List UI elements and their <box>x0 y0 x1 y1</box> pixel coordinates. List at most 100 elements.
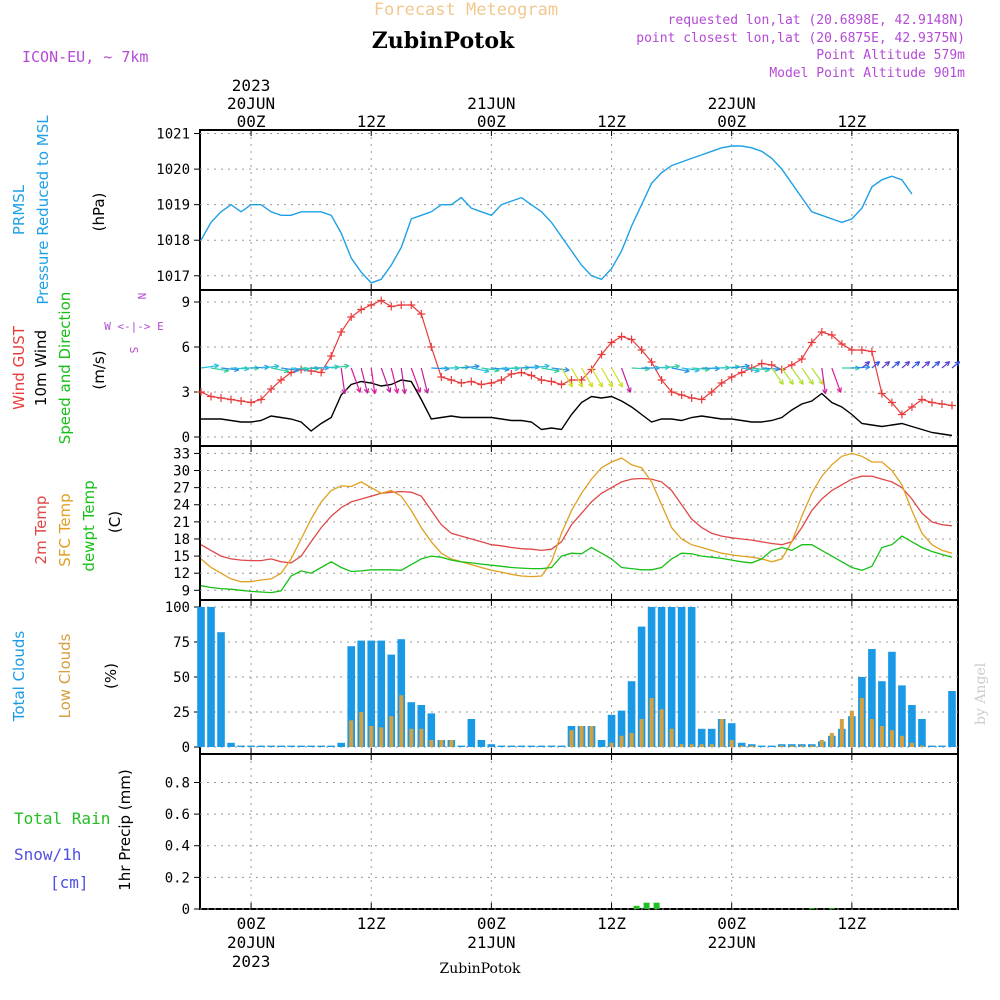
wind-direction-arrow <box>551 367 570 371</box>
gust-label: Wind GUST <box>10 325 28 410</box>
model-label: ICON-EU, ~ 7km <box>22 48 148 66</box>
wind-direction-arrow <box>601 367 614 388</box>
gust-marker <box>687 394 696 402</box>
low-cloud-bar <box>919 745 924 747</box>
wind-arrow-head <box>904 360 911 367</box>
plot-layer <box>197 145 961 910</box>
time-label-bottom: 22JUN <box>708 933 756 952</box>
compass-south: S <box>127 347 140 354</box>
gust-marker <box>237 397 246 405</box>
snow-unit-label: [cm] <box>50 873 89 892</box>
gust-marker <box>407 301 416 309</box>
gust-marker <box>247 398 256 407</box>
total-cloud-bar <box>197 607 205 747</box>
wind-direction-arrow <box>291 367 310 371</box>
y-tick-label: 0.4 <box>165 839 190 855</box>
low-cloud-bar <box>359 712 364 747</box>
y-tick-label: 100 <box>165 600 190 616</box>
wind-direction-arrow <box>340 367 346 394</box>
total-cloud-bar <box>537 745 546 747</box>
wind-arrow-head <box>788 379 794 385</box>
total-cloud-bar <box>367 640 376 747</box>
low-cloud-bar <box>699 744 704 747</box>
wind-direction-arrow <box>931 361 941 369</box>
total-cloud-bar <box>227 742 235 747</box>
total-cloud-bar <box>868 649 876 747</box>
wind-arrow-head <box>618 382 624 388</box>
point-altitude: Point Altitude 579m <box>816 48 965 63</box>
total-cloud-bar <box>697 728 706 747</box>
axis-ticks: 1017101810191020102103699121518212427303… <box>156 127 853 918</box>
gust-marker <box>457 379 466 387</box>
y-tick-label: 27 <box>173 481 190 497</box>
time-label-top: 21JUN <box>467 94 515 113</box>
total-cloud-bar <box>597 740 606 747</box>
gust-marker <box>877 389 886 398</box>
wind-direction-arrow <box>261 365 280 369</box>
total-cloud-bar <box>667 607 676 747</box>
rain-bar <box>653 902 660 909</box>
time-label-bottom: 21JUN <box>467 933 515 952</box>
wind-arrow-head <box>774 366 780 372</box>
gust-marker <box>697 395 706 404</box>
wind-direction-arrow <box>831 367 842 393</box>
wind-direction-arrow <box>200 364 219 369</box>
temp-2m-line <box>200 475 953 564</box>
total-cloud-bar <box>487 744 496 747</box>
wind-arrow-head <box>914 360 921 367</box>
wind-arrow-head <box>371 388 377 395</box>
wind-direction-arrow <box>881 361 890 369</box>
total-cloud-bar <box>407 702 416 747</box>
gust-marker <box>607 338 616 347</box>
total-cloud-bar <box>297 745 305 747</box>
wind-direction-arrow <box>501 367 520 370</box>
total-cloud-bar <box>627 681 636 747</box>
total-cloud-bar <box>517 745 526 747</box>
low-cloud-bar <box>739 745 744 747</box>
low-cloud-bar <box>579 726 584 747</box>
wind-arrow-head <box>344 363 350 370</box>
total-cloud-bar <box>337 742 345 747</box>
total-cloud-bar <box>397 639 406 747</box>
wind-arrow-head <box>626 387 632 393</box>
gust-marker <box>807 338 816 347</box>
wind-direction-arrow <box>791 367 804 385</box>
time-label-bottom: 12Z <box>837 914 866 933</box>
wind-direction-arrow <box>661 365 680 369</box>
gust-marker <box>267 385 276 393</box>
wind-direction-arrow <box>570 367 584 388</box>
rain-bar <box>633 905 640 909</box>
low-cloud-bar <box>669 728 674 747</box>
total-cloud-bar <box>457 745 466 747</box>
gust-marker <box>537 376 546 384</box>
gust-marker <box>937 400 946 408</box>
total-cloud-bar <box>647 607 656 747</box>
wind-arrow-head <box>808 379 814 385</box>
gust-marker <box>657 376 666 384</box>
wind-arrow-head <box>568 382 574 388</box>
total-cloud-bar <box>317 745 325 747</box>
wind-arrow-head <box>416 387 422 393</box>
low-cloud-bar <box>679 744 684 747</box>
gust-marker <box>507 370 516 378</box>
total-cloud-bar <box>637 626 646 747</box>
total-cloud-bar <box>918 719 926 747</box>
y-tick-label: 1018 <box>156 233 190 249</box>
gust-marker <box>887 398 896 407</box>
wind-direction-arrow <box>431 367 450 370</box>
y-tick-label: 0.6 <box>165 807 190 823</box>
time-label-top: 00Z <box>237 112 266 131</box>
total-cloud-bar <box>607 714 616 747</box>
gust-marker <box>727 373 736 381</box>
gust-marker <box>227 395 236 404</box>
low-cloud-bar <box>749 745 754 747</box>
y-tick-label: 0 <box>182 902 190 918</box>
y-tick-label: 24 <box>173 498 190 514</box>
wind-direction-arrow <box>801 367 814 385</box>
wind-arrow-head <box>598 382 604 388</box>
total-cloud-bar <box>237 745 245 747</box>
wind-direction-arrow <box>380 367 391 393</box>
total-cloud-bar <box>307 745 315 747</box>
wind-arrow-head <box>884 360 891 367</box>
wind-direction-arrow <box>590 367 604 388</box>
